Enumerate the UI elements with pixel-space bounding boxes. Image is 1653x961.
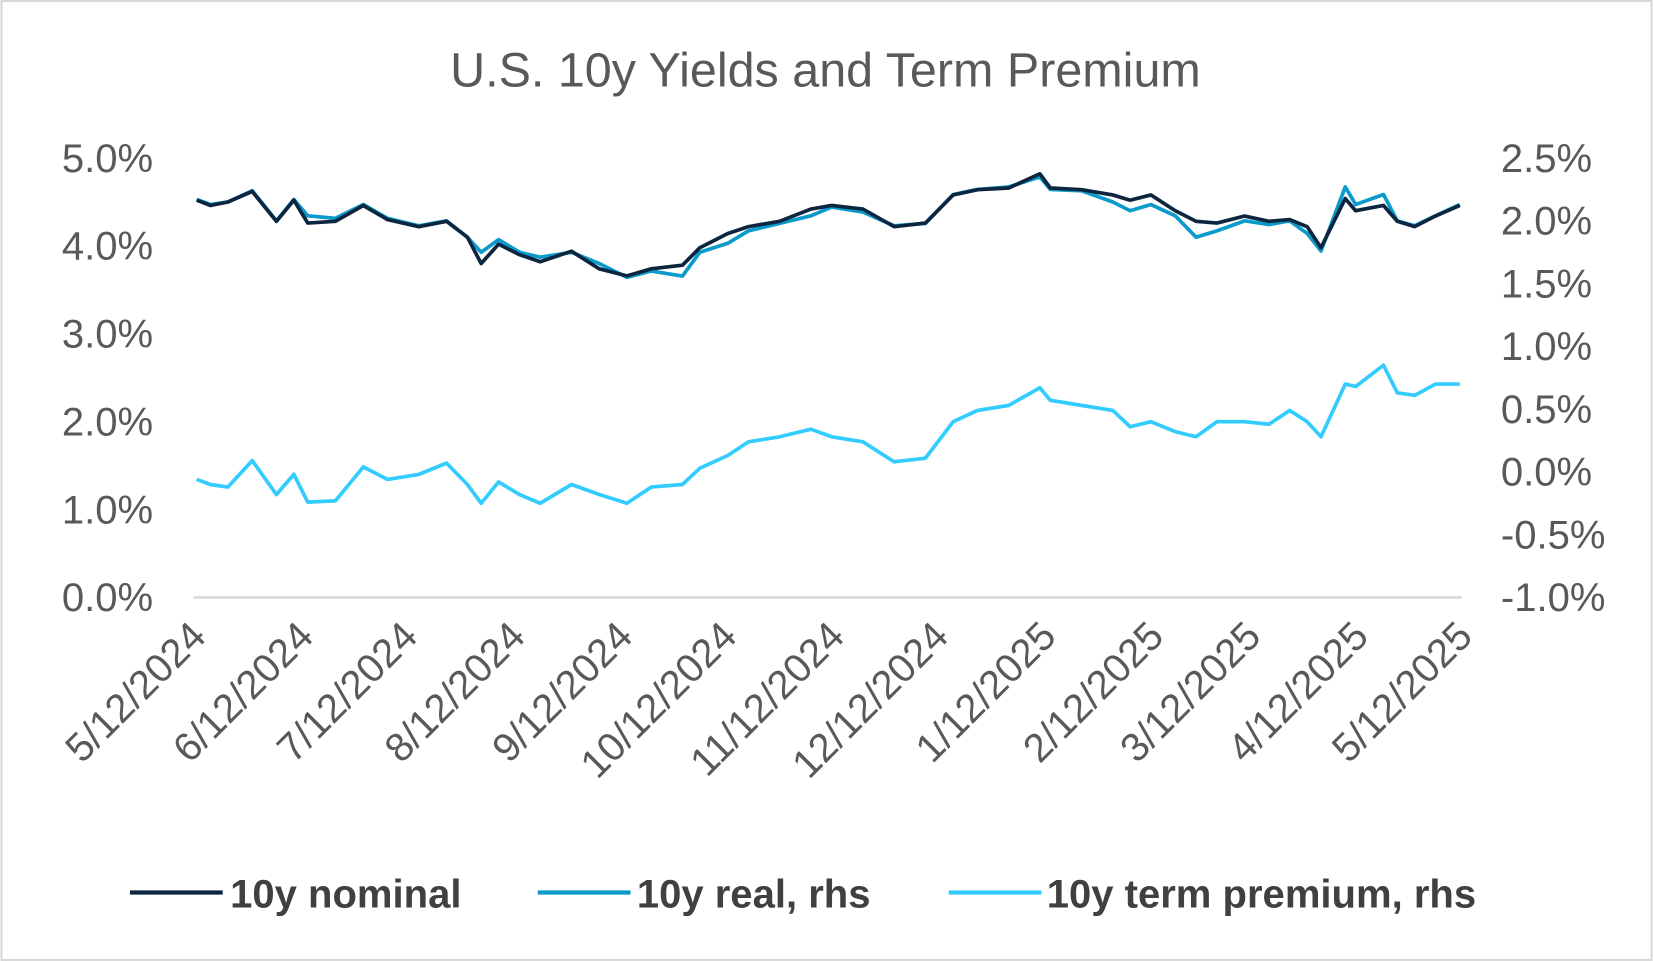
series-line-2 bbox=[196, 363, 1460, 506]
left-y-tick-label: 3.0% bbox=[62, 313, 153, 357]
right-y-tick-label: -0.5% bbox=[1501, 513, 1606, 557]
left-y-tick-label: 2.0% bbox=[62, 400, 153, 444]
right-y-tick-label: 1.0% bbox=[1501, 325, 1592, 369]
right-y-tick-label: 0.5% bbox=[1501, 388, 1592, 432]
chart-title: U.S. 10y Yields and Term Premium bbox=[450, 43, 1201, 97]
legend-label: 10y nominal bbox=[230, 872, 461, 916]
plot-lines bbox=[196, 172, 1461, 506]
series-line-0 bbox=[196, 172, 1461, 278]
left-y-tick-label: 5.0% bbox=[62, 137, 153, 181]
left-y-tick-label: 0.0% bbox=[62, 576, 153, 620]
right-y-tick-label: -1.0% bbox=[1501, 576, 1606, 620]
left-y-tick-label: 4.0% bbox=[62, 225, 153, 269]
left-y-tick-label: 1.0% bbox=[62, 488, 153, 532]
legend-label: 10y term premium, rhs bbox=[1047, 872, 1476, 916]
right-y-axis: -1.0% -0.5% 0.0% 0.5% 1.0% 1.5% 2.0% 2.5% bbox=[1501, 137, 1606, 620]
right-y-tick-label: 2.5% bbox=[1501, 137, 1592, 181]
legend-label: 10y real, rhs bbox=[637, 872, 871, 916]
legend: 10y nominal 10y real, rhs 10y term premium… bbox=[129, 872, 1476, 916]
right-y-tick-label: 2.0% bbox=[1501, 200, 1592, 244]
right-y-tick-label: 0.0% bbox=[1501, 451, 1592, 495]
right-y-tick-label: 1.5% bbox=[1501, 262, 1592, 306]
left-y-axis: 0.0% 1.0% 2.0% 3.0% 4.0% 5.0% bbox=[62, 137, 153, 620]
